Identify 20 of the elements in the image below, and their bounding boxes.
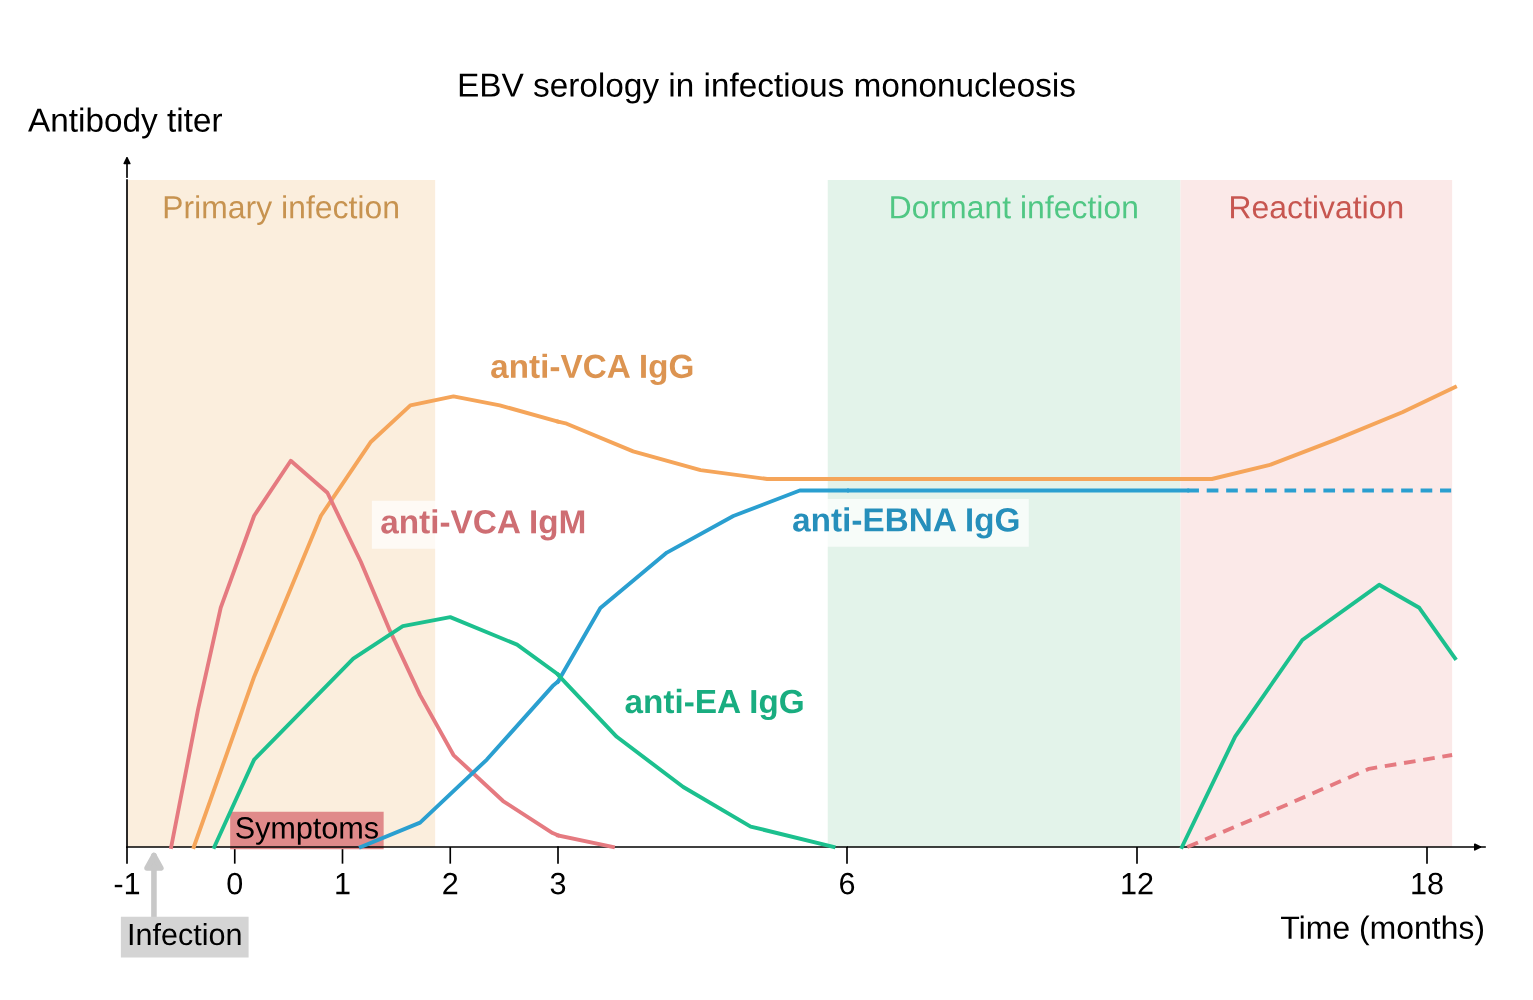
x-tick-label: 0 <box>227 872 243 895</box>
x-tick-label: 1 <box>336 873 350 895</box>
series-label: anti-VCA IgG <box>491 353 693 385</box>
x-tick-label: 6 <box>840 872 855 895</box>
x-tick-label: -1 <box>114 873 140 895</box>
band-label: Primary infection <box>164 195 398 225</box>
series-label: anti-EA IgG <box>625 688 803 721</box>
series-label: anti-VCA IgM <box>381 509 585 541</box>
x-tick-label: 3 <box>550 872 566 895</box>
x-tick-label: 18 <box>1412 872 1443 895</box>
x-axis-title: Time (months) <box>1281 915 1484 946</box>
annotation: Infection <box>129 922 241 946</box>
annotation: Symptoms <box>236 817 378 845</box>
band-label: Dormant infection <box>891 195 1137 219</box>
x-tick-label: 12 <box>1122 872 1153 895</box>
band-label: Reactivation <box>1231 195 1403 219</box>
y-axis-title: Antibody titer <box>28 107 222 139</box>
series-label: anti-EBNA IgG <box>793 507 1019 539</box>
text: EBV serology in infectious mononucleosis <box>459 72 1075 104</box>
x-tick-label: 2 <box>443 872 458 895</box>
